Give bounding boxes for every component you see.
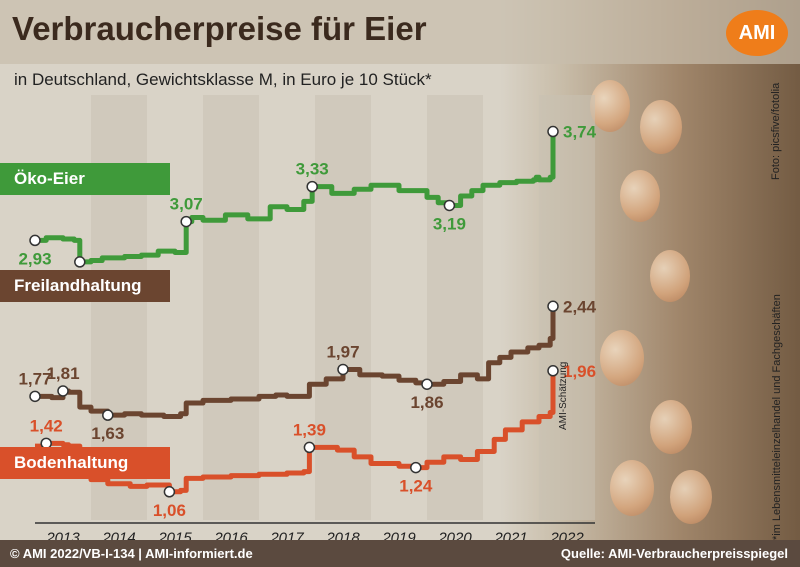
value-marker <box>57 385 69 397</box>
value-label: 1,39 <box>293 420 326 439</box>
value-marker <box>306 180 318 193</box>
chart-subtitle: in Deutschland, Gewichtsklasse M, in Eur… <box>14 70 432 89</box>
egg-image <box>610 460 654 516</box>
value-marker <box>443 199 456 212</box>
value-label: 2,93 <box>18 249 51 268</box>
value-label: 3,33 <box>296 160 329 179</box>
value-label: 1,96 <box>563 362 596 381</box>
series-line <box>35 370 556 495</box>
egg-image <box>620 170 660 222</box>
title-bar <box>0 0 800 64</box>
value-marker <box>547 125 559 138</box>
value-label: 3,07 <box>170 195 203 214</box>
value-label: 1,97 <box>326 342 359 361</box>
value-marker <box>74 256 86 268</box>
value-marker <box>410 461 422 474</box>
egg-image <box>600 330 644 386</box>
series-line <box>35 131 556 265</box>
egg-image <box>640 100 682 154</box>
egg-image <box>650 400 692 454</box>
value-label: 3,19 <box>433 214 466 233</box>
series-tag-boden: Bodenhaltung <box>0 447 170 479</box>
value-label: 1,06 <box>153 501 186 520</box>
series-tag-oeko: Öko-Eier <box>0 163 170 195</box>
value-marker <box>102 409 114 421</box>
source: Quelle: AMI-Verbraucherpreisspiegel <box>560 546 788 561</box>
year-stripe <box>203 95 259 520</box>
value-labels: 2,932,773,073,333,193,741,771,811,631,97… <box>18 123 596 520</box>
value-label: 1,24 <box>399 477 433 496</box>
value-marker <box>303 441 316 454</box>
year-stripe <box>427 95 483 520</box>
value-marker <box>421 378 433 390</box>
egg-image <box>590 80 630 132</box>
value-marker <box>180 215 192 228</box>
value-marker <box>163 486 176 498</box>
value-marker <box>547 300 559 313</box>
series-tag-freiland: Freilandhaltung <box>0 270 170 302</box>
value-label: 2,44 <box>563 297 597 316</box>
footer-bar: © AMI 2022/VB-I-134 | AMI-informiert.de … <box>0 540 800 567</box>
chart-title: Verbraucherpreise für Eier <box>12 10 427 47</box>
value-label: 1,86 <box>410 393 443 412</box>
value-marker <box>29 390 41 403</box>
value-label: 1,42 <box>30 416 63 435</box>
copyright: © AMI 2022/VB-I-134 | AMI-informiert.de <box>10 546 253 561</box>
ami-logo: AMI <box>726 10 788 56</box>
value-label: 1,77 <box>18 369 51 388</box>
egg-image <box>670 470 712 524</box>
value-marker <box>337 363 349 376</box>
egg-image <box>650 250 690 302</box>
value-marker <box>29 234 41 247</box>
estimate-label: AMI-Schätzung <box>558 362 569 430</box>
value-markers <box>29 125 559 498</box>
value-label: 1,63 <box>91 424 124 443</box>
value-marker <box>547 365 559 377</box>
value-label: 3,74 <box>563 123 597 142</box>
value-label: 1,81 <box>46 364 79 383</box>
